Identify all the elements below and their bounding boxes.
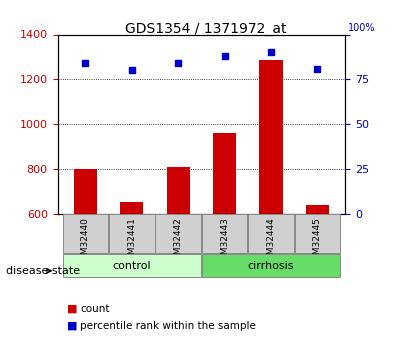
Point <box>268 50 274 55</box>
Text: percentile rank within the sample: percentile rank within the sample <box>80 321 256 331</box>
FancyBboxPatch shape <box>202 214 247 253</box>
Point <box>221 53 228 59</box>
Point <box>129 68 135 73</box>
FancyBboxPatch shape <box>248 214 294 253</box>
Text: ■: ■ <box>67 321 77 331</box>
Text: GSM32445: GSM32445 <box>313 217 322 266</box>
Text: GDS1354 / 1371972_at: GDS1354 / 1371972_at <box>125 22 286 37</box>
Bar <box>120 201 143 214</box>
Point <box>82 60 89 66</box>
FancyBboxPatch shape <box>62 214 108 253</box>
Bar <box>306 205 329 214</box>
Bar <box>74 169 97 214</box>
Bar <box>166 167 190 214</box>
Text: control: control <box>113 261 151 270</box>
Text: GSM32441: GSM32441 <box>127 217 136 266</box>
Text: 100%: 100% <box>348 23 376 33</box>
Text: GSM32443: GSM32443 <box>220 217 229 266</box>
Text: GSM32440: GSM32440 <box>81 217 90 266</box>
Point <box>314 66 321 71</box>
FancyBboxPatch shape <box>202 254 340 277</box>
Text: cirrhosis: cirrhosis <box>248 261 294 270</box>
Point <box>175 60 182 66</box>
Text: ■: ■ <box>67 304 77 314</box>
FancyBboxPatch shape <box>109 214 155 253</box>
FancyBboxPatch shape <box>295 214 340 253</box>
FancyBboxPatch shape <box>62 254 201 277</box>
Bar <box>213 133 236 214</box>
Text: GSM32444: GSM32444 <box>266 217 275 266</box>
Bar <box>259 60 283 214</box>
Text: count: count <box>80 304 110 314</box>
Text: disease state: disease state <box>6 266 80 276</box>
FancyBboxPatch shape <box>155 214 201 253</box>
Text: GSM32442: GSM32442 <box>174 217 182 266</box>
